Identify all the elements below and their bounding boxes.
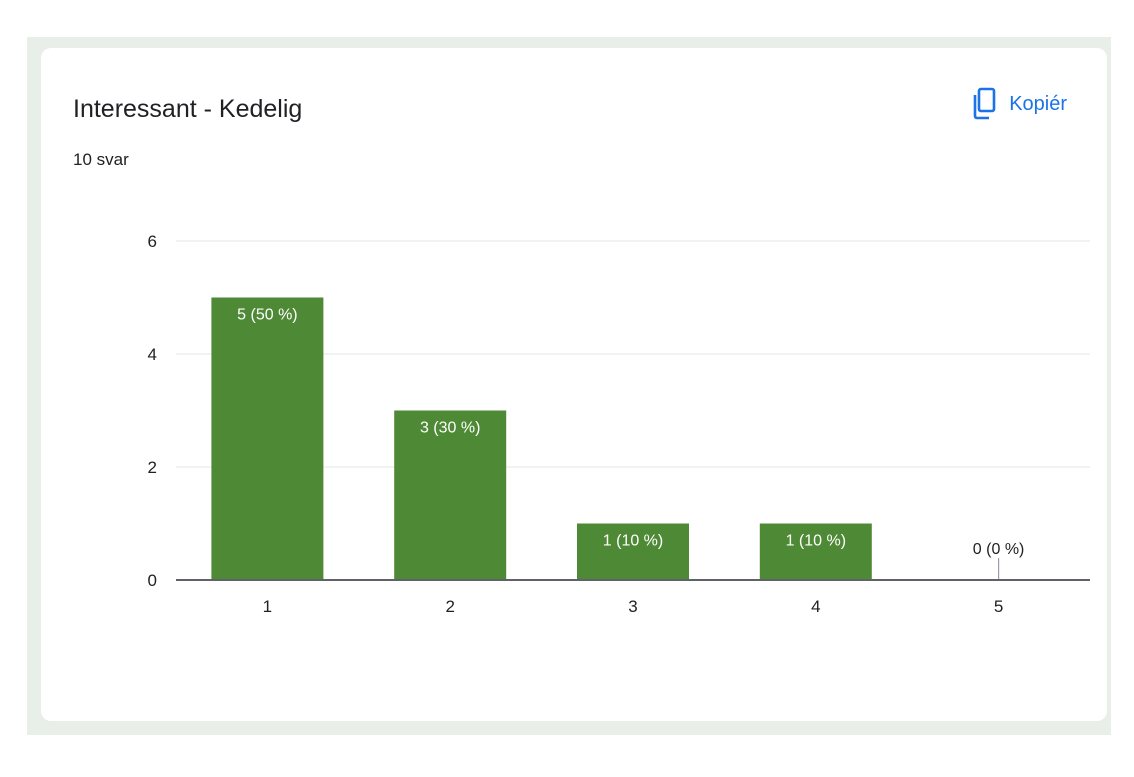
data-label: 1 (10 %) [786, 533, 846, 550]
y-tick-label: 0 [148, 571, 157, 590]
copy-label: Kopiér [1009, 92, 1067, 115]
bar [211, 297, 324, 580]
bar [577, 523, 689, 580]
bar [759, 523, 872, 580]
data-label: 3 (30 %) [420, 420, 480, 437]
y-tick-label: 2 [148, 458, 157, 477]
x-tick-label: 1 [263, 597, 272, 616]
chart-title: Interessant - Kedelig [73, 95, 303, 123]
x-tick-label: 2 [445, 597, 454, 616]
bar [394, 410, 507, 580]
data-label: 5 (50 %) [237, 307, 297, 324]
data-label: 0 (0 %) [973, 541, 1025, 558]
copy-icon [971, 87, 997, 121]
x-tick-label: 3 [628, 597, 637, 616]
data-label: 1 (10 %) [603, 533, 663, 550]
y-tick-label: 4 [148, 345, 157, 364]
response-count: 10 svar [73, 150, 129, 169]
copy-button[interactable]: Kopiér [967, 84, 1071, 124]
x-tick-label: 5 [994, 597, 1003, 616]
y-tick-label: 6 [148, 232, 157, 251]
chart-card: Interessant - Kedelig 10 svar Kopiér 0 2 4… [41, 48, 1107, 721]
bar-chart: 0 2 4 6 5 (50 %) 1 3 (30 %) 2 1 (10 %) 3 1 (10 %) 4… [148, 232, 1090, 616]
x-tick-label: 4 [811, 597, 820, 616]
